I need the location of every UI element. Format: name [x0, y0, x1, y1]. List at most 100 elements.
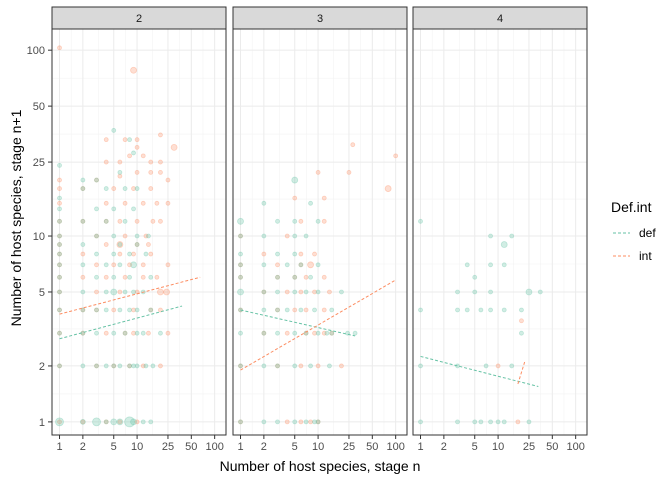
data-point-int — [238, 233, 243, 239]
data-point-def — [117, 242, 123, 247]
data-point-def — [261, 330, 267, 336]
data-point-int — [346, 169, 352, 175]
legend-title: Def.int — [611, 199, 652, 215]
y-tick-label: 25 — [33, 157, 45, 169]
data-point-int — [165, 330, 171, 336]
panel-border — [232, 28, 408, 436]
data-point-def — [134, 307, 140, 313]
data-point-int — [57, 242, 62, 247]
data-point-def — [117, 262, 123, 268]
x-tick-label: 2 — [261, 441, 267, 453]
data-point-int — [321, 330, 327, 336]
data-point-int — [111, 307, 117, 313]
data-point-int — [57, 289, 62, 295]
data-point-int — [103, 200, 109, 206]
data-point-def — [464, 307, 470, 313]
panel-background — [52, 29, 226, 435]
data-point-def — [55, 417, 64, 427]
data-point-int — [80, 186, 86, 191]
data-point-int — [131, 186, 136, 191]
data-point-int — [140, 153, 146, 159]
legend-label-def: def — [639, 226, 656, 240]
data-point-int — [140, 262, 146, 268]
data-point-def — [80, 218, 86, 224]
data-point-def — [111, 363, 117, 369]
data-point-def — [261, 200, 267, 206]
x-tick-label: 1 — [417, 441, 423, 453]
data-point-def — [134, 330, 140, 336]
data-point-def — [261, 289, 267, 295]
data-point-def — [261, 419, 267, 425]
data-point-def — [352, 330, 358, 336]
data-point-int — [308, 419, 313, 425]
data-point-int — [103, 242, 109, 247]
data-point-int — [103, 218, 109, 224]
data-point-def — [488, 233, 493, 239]
data-point-def — [80, 289, 86, 295]
x-axis-title: Number of host species, stage n — [220, 458, 421, 474]
data-point-def — [315, 289, 321, 295]
data-point-def — [94, 233, 99, 239]
data-point-int — [111, 262, 117, 268]
data-point-def — [275, 274, 280, 280]
data-point-def — [284, 262, 290, 268]
y-tick-label: 5 — [39, 287, 45, 299]
data-point-def — [80, 363, 86, 369]
data-point-def — [117, 169, 123, 175]
data-point-def — [292, 233, 298, 239]
data-point-def — [143, 251, 149, 257]
data-point-int — [275, 307, 280, 313]
data-point-def — [238, 233, 243, 239]
data-point-def — [275, 251, 280, 257]
data-point-int — [57, 177, 62, 183]
data-point-def — [525, 288, 533, 296]
data-point-def — [292, 419, 298, 425]
data-point-def — [315, 218, 321, 224]
data-point-int — [327, 289, 332, 295]
data-point-def — [303, 330, 309, 336]
data-point-int — [303, 330, 309, 336]
data-point-int — [134, 137, 140, 143]
data-point-int — [158, 159, 163, 165]
data-point-int — [80, 419, 86, 425]
data-point-int — [384, 185, 392, 192]
data-point-def — [275, 289, 280, 295]
data-point-def — [298, 307, 304, 313]
data-point-int — [127, 153, 132, 159]
data-point-int — [140, 363, 146, 369]
data-point-int — [312, 251, 317, 257]
data-point-int — [57, 330, 62, 336]
y-axis-title: Number of host species, stage n+1 — [8, 109, 24, 326]
data-point-def — [519, 307, 524, 313]
data-point-def — [103, 289, 109, 295]
data-point-def — [94, 363, 99, 369]
data-point-int — [130, 66, 137, 74]
panel-background — [413, 29, 587, 435]
x-tick-label: 5 — [111, 441, 117, 453]
data-point-def — [122, 330, 128, 336]
data-point-def — [488, 307, 493, 313]
y-tick-label: 50 — [33, 101, 45, 113]
x-tick-label: 5 — [292, 441, 298, 453]
data-point-def — [291, 176, 299, 184]
data-point-int — [57, 218, 62, 224]
data-point-def — [455, 289, 460, 295]
x-tick-label: 100 — [386, 441, 404, 453]
facet-panel-4: 41 2 5 10 25 50 100 — [412, 6, 588, 453]
x-tick-label: 50 — [366, 441, 378, 453]
data-point-def — [103, 307, 109, 313]
data-point-def — [237, 288, 244, 296]
data-point-def — [103, 363, 109, 369]
data-point-int — [80, 218, 86, 224]
data-point-int — [122, 137, 128, 143]
data-point-def — [312, 419, 317, 425]
data-point-def — [94, 251, 99, 257]
data-point-int — [94, 307, 99, 313]
data-point-def — [308, 363, 313, 369]
data-point-def — [111, 251, 117, 257]
x-tick-label: 1 — [237, 441, 243, 453]
data-point-int — [148, 159, 154, 165]
data-point-int — [495, 363, 501, 369]
data-point-int — [157, 288, 164, 296]
